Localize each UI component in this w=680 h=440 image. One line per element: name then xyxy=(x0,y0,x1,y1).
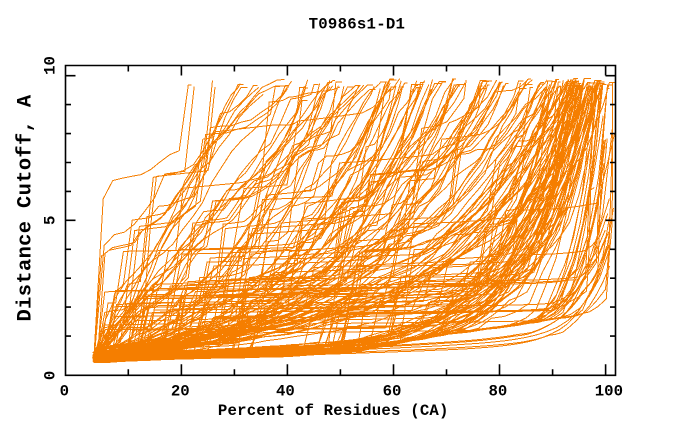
svg-text:10: 10 xyxy=(42,56,60,75)
svg-text:80: 80 xyxy=(488,383,507,401)
svg-text:40: 40 xyxy=(276,383,295,401)
svg-text:0: 0 xyxy=(42,371,60,380)
svg-text:20: 20 xyxy=(171,383,190,401)
svg-text:Percent of Residues (CA): Percent of Residues (CA) xyxy=(218,402,449,420)
svg-text:100: 100 xyxy=(595,383,623,401)
svg-text:60: 60 xyxy=(383,383,402,401)
svg-text:T0986s1-D1: T0986s1-D1 xyxy=(309,15,406,33)
svg-text:0: 0 xyxy=(60,383,69,401)
svg-text:Distance Cutoff, A: Distance Cutoff, A xyxy=(14,94,37,321)
svg-text:5: 5 xyxy=(42,216,60,225)
